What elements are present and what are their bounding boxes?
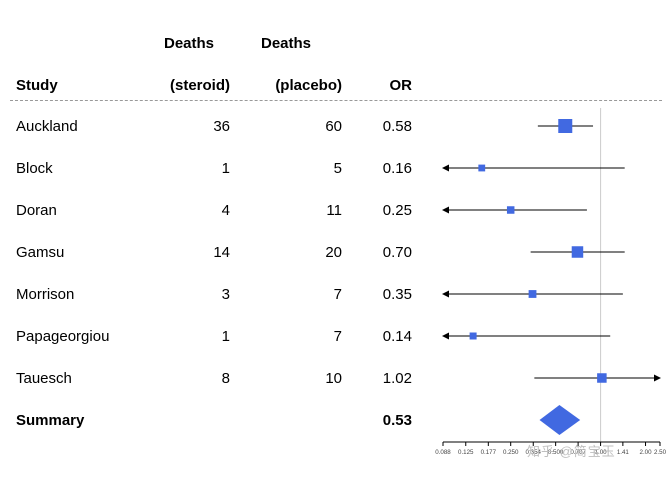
x-axis-tick-label: 0.250 (503, 449, 519, 456)
study-name: Block (16, 159, 53, 177)
or-box (571, 246, 584, 258)
x-axis-tick-label: 2.50 (654, 449, 667, 456)
deaths-placebo-value: 11 (326, 201, 342, 219)
col-header-study: Study (16, 76, 58, 94)
table-row: Papageorgiou 1 7 0.14 (16, 315, 412, 357)
col-header-or: OR (389, 76, 413, 94)
deaths-steroid-value: 1 (221, 327, 230, 345)
deaths-steroid-value: 14 (213, 243, 230, 261)
col-header-deaths-placebo: Deaths (260, 34, 312, 52)
deaths-placebo-value: 20 (325, 243, 342, 261)
or-box (558, 119, 573, 133)
deaths-steroid-value: 8 (221, 369, 230, 387)
table-header-line1: Deaths Deaths (16, 22, 412, 64)
table-row: Gamsu 14 20 0.70 (16, 231, 412, 273)
col-header-deaths-steroid: Deaths (163, 34, 215, 52)
or-value: 0.70 (382, 243, 412, 261)
summary-diamond (539, 405, 581, 435)
right-arrow (654, 374, 661, 382)
study-name: Tauesch (16, 369, 72, 387)
study-name: Doran (16, 201, 57, 219)
deaths-steroid-value: 4 (221, 201, 230, 219)
table-row: Auckland 36 60 0.58 (16, 105, 412, 147)
x-axis-tick-label: 0.500 (548, 449, 564, 456)
x-axis-tick-label: 0.088 (435, 449, 451, 456)
deaths-placebo-value: 5 (333, 159, 342, 177)
study-name: Auckland (16, 117, 78, 135)
col-header-placebo: (placebo) (275, 76, 342, 94)
x-axis-tick-label: 1.00 (595, 449, 608, 456)
study-name: Papageorgiou (16, 327, 110, 345)
left-arrow (442, 206, 449, 214)
x-axis-tick-label: 0.177 (481, 449, 497, 456)
deaths-placebo-value: 7 (333, 327, 342, 345)
left-arrow (442, 332, 449, 340)
left-arrow (442, 164, 449, 172)
summary-row: Summary 0.53 (16, 399, 412, 441)
watermark: 知乎 @简宝玉 (527, 444, 616, 459)
or-box (528, 290, 537, 298)
or-value: 0.35 (382, 285, 412, 303)
deaths-placebo-value: 60 (325, 117, 342, 135)
deaths-placebo-value: 10 (325, 369, 342, 387)
summary-or-value: 0.53 (382, 411, 412, 429)
study-name: Morrison (16, 285, 75, 303)
or-value: 0.58 (382, 117, 412, 135)
x-axis-tick-label: 1.41 (617, 449, 630, 456)
table-row: Block 1 5 0.16 (16, 147, 412, 189)
or-value: 0.14 (382, 327, 412, 345)
or-value: 0.16 (382, 159, 412, 177)
deaths-steroid-value: 36 (213, 117, 230, 135)
table-row: Tauesch 8 10 1.02 (16, 357, 412, 399)
or-box (469, 332, 477, 340)
study-name: Gamsu (16, 243, 65, 261)
deaths-steroid-value: 3 (221, 285, 230, 303)
x-axis-tick-label: 0.707 (570, 449, 586, 456)
or-value: 1.02 (382, 369, 412, 387)
col-header-steroid: (steroid) (170, 76, 230, 94)
deaths-steroid-value: 1 (221, 159, 230, 177)
table-header-line2: Study (steroid) (placebo) OR (16, 64, 412, 106)
deaths-placebo-value: 7 (333, 285, 342, 303)
or-box (478, 164, 486, 172)
header-separator-line (10, 100, 662, 101)
x-axis-tick-label: 0.125 (458, 449, 474, 456)
x-axis-tick-label: 0.354 (526, 449, 542, 456)
or-value: 0.25 (382, 201, 412, 219)
x-axis-tick-label: 2.00 (640, 449, 653, 456)
table-row: Doran 4 11 0.25 (16, 189, 412, 231)
or-box (597, 373, 607, 383)
or-box (506, 206, 515, 214)
summary-label: Summary (16, 411, 85, 429)
left-arrow (442, 290, 449, 298)
forest-plot: 0.088 0.125 0.177 0.250 0.354 0.500 0.707 1.00 1… (435, 108, 667, 456)
table-row: Morrison 3 7 0.35 (16, 273, 412, 315)
